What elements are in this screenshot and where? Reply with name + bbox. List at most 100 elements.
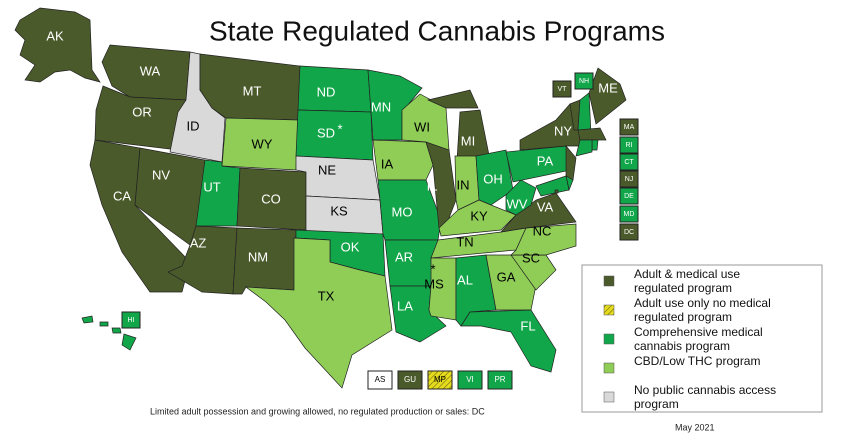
legend-label: Adult use only no medical regulated progr… [634,296,771,324]
state [295,155,381,201]
state-label: IL [427,178,438,193]
state [577,92,592,135]
state-label: UT [203,179,220,194]
state [535,175,570,197]
state [485,254,537,311]
legend-swatch [603,362,615,374]
state-label: VA [537,199,554,214]
state-label-box [619,136,639,154]
state-label: MA [624,124,635,131]
state-label: AZ [190,235,207,250]
legend: Adult & medical use regulated programAdul… [603,267,776,411]
title: State Regulated Cannabis Programs [209,15,665,46]
state-label-box [619,205,639,223]
state [121,333,137,351]
state-label: OK [341,239,360,254]
state [111,327,122,334]
territory-box [487,370,513,390]
territory-box [457,370,483,390]
state-label-box [574,72,594,90]
state-label: AL [457,272,473,287]
state-label: IA [381,156,394,171]
legend-swatch [603,275,615,287]
legend-label: Comprehensive medical cannabis program [634,325,763,353]
state-label: ND [317,84,336,99]
state [460,309,557,373]
state-label-box [619,118,639,136]
state-label: TX [318,288,335,303]
state [426,89,479,109]
state-label: WA [140,63,161,78]
state [372,139,434,181]
state [565,145,577,181]
territory-box [397,370,423,390]
state-label: HI [128,317,135,324]
legend-label: Adult & medical use regulated program [634,267,740,295]
state-label: OR [132,104,152,119]
state-label-box [121,311,141,329]
state-label: LA [397,298,413,313]
state [577,127,607,141]
state-label: SD [317,125,335,140]
territory-label: AS [375,375,386,384]
state-label: WI [414,119,430,134]
state-label: RI [626,142,633,149]
state-label-box [619,153,639,171]
state [475,149,514,206]
state [588,67,627,125]
state [500,192,577,233]
state-label-box [619,223,639,241]
state-label: KS [330,203,348,218]
state-label: KY [470,208,488,223]
state-label: VT [558,86,568,93]
state-label: DE [624,193,634,200]
state-label: MN [371,99,391,114]
legend-label: No public cannabis access program [634,383,776,411]
state-label: MT [243,83,262,98]
legend-box [581,264,823,413]
state [591,139,599,151]
state-label: ME [598,80,618,95]
date: May 2021 [675,422,715,432]
territory-label: PR [494,375,505,384]
state-label: NE [318,162,336,177]
state [81,315,94,324]
states [14,7,627,389]
state [575,139,593,157]
territory-label: MP [434,375,446,384]
state-label: FL [520,318,535,333]
state-label: NC [533,223,552,238]
state-label: AK [46,28,64,43]
state [99,321,109,327]
state [14,7,101,83]
state-label-box [619,170,639,188]
state-note: * [430,261,435,276]
state-label: CO [261,191,281,206]
state-label: AR [395,249,413,264]
state-label: MS [424,276,444,291]
legend-swatch [603,391,615,403]
state-label: MI [461,133,475,148]
state-label: OH [483,171,503,186]
state-label: GA [497,269,516,284]
state-label: CA [113,188,131,203]
state [438,199,517,237]
state-label: MO [392,204,413,219]
state-label: SC [522,250,540,265]
state-label: ID [187,118,200,133]
state-label-box [552,80,572,98]
territory-label: GU [404,375,416,384]
state-label: NM [248,249,268,264]
state-label: IN [457,177,470,192]
state-label: TN [456,234,473,249]
state-label: CT [624,159,634,166]
state-label: NY [554,123,572,138]
state-label: NH [579,78,589,85]
state-label: MD [624,211,635,218]
state-label-box [619,187,639,205]
footnote: Limited adult possession and growing all… [150,406,485,416]
territory-box [427,370,453,390]
state-label: NV [152,167,170,182]
